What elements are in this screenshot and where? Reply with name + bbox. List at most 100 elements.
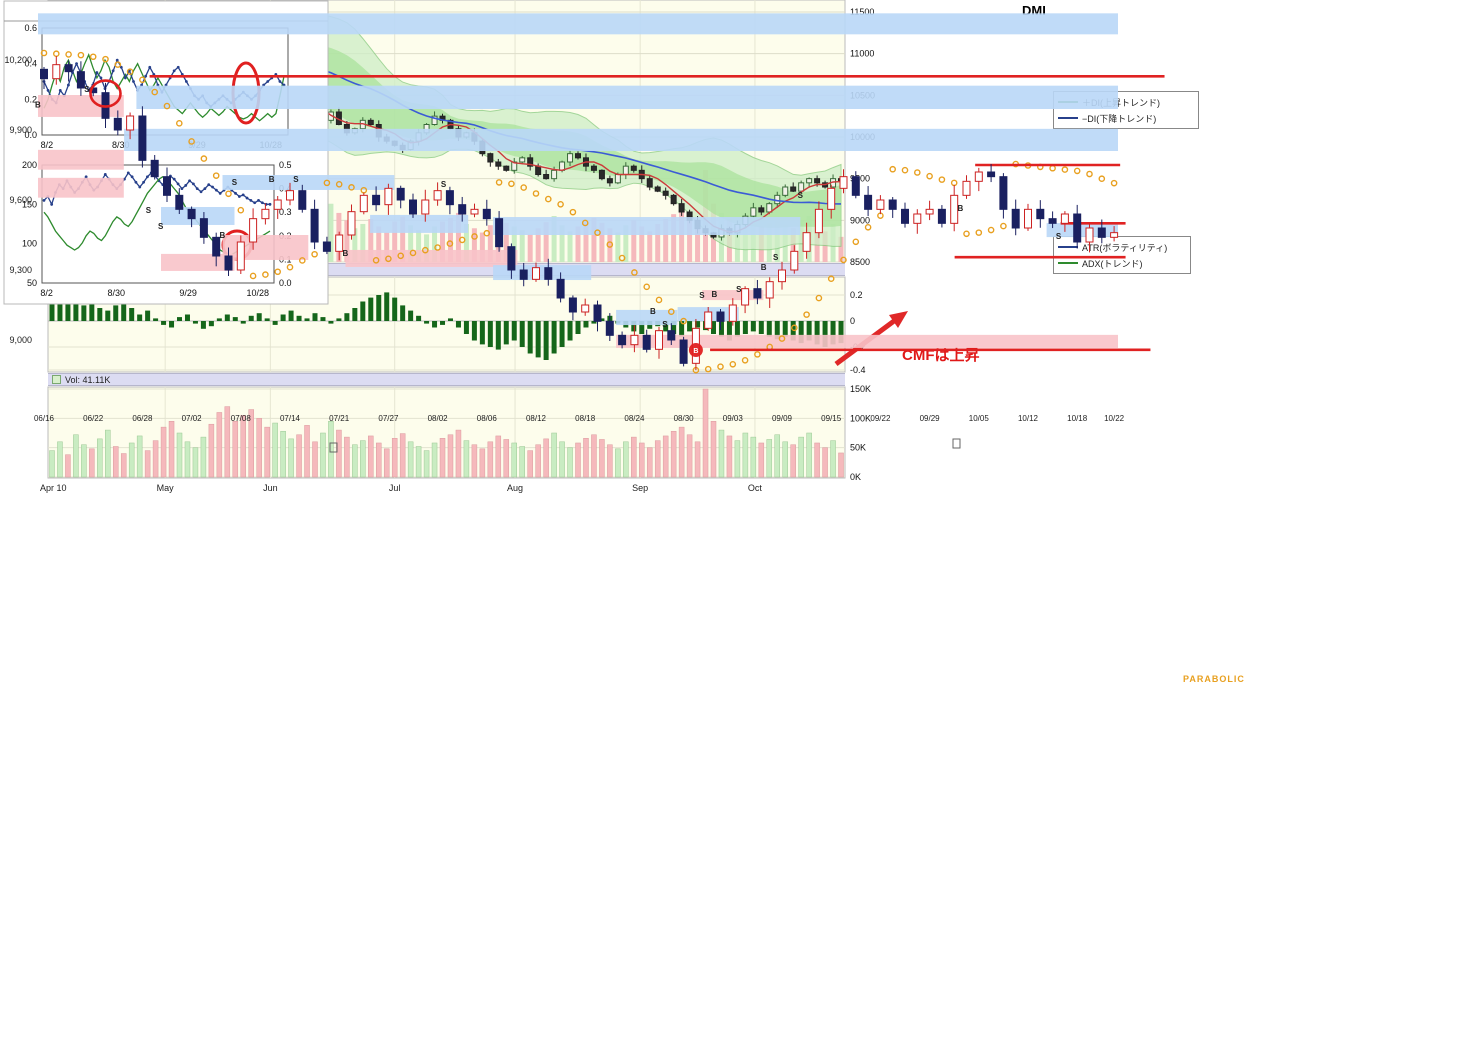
svg-text:9,000: 9,000 bbox=[9, 335, 32, 345]
svg-text:08/06: 08/06 bbox=[477, 414, 498, 423]
svg-text:Apr 10: Apr 10 bbox=[40, 483, 67, 493]
svg-text:09/22: 09/22 bbox=[870, 414, 891, 423]
svg-text:06/22: 06/22 bbox=[83, 414, 104, 423]
svg-text:S: S bbox=[662, 320, 668, 329]
svg-text:0.6: 0.6 bbox=[24, 23, 37, 33]
svg-text:200: 200 bbox=[22, 160, 37, 170]
svg-text:B: B bbox=[958, 204, 964, 213]
atr-adx-legend: ATR(ボラティリティ) ADX(トレンド) bbox=[1053, 236, 1191, 274]
svg-text:0K: 0K bbox=[850, 472, 861, 482]
svg-text:B: B bbox=[220, 231, 226, 240]
svg-text:S: S bbox=[699, 291, 705, 300]
adx-line-icon bbox=[1058, 262, 1078, 264]
svg-text:9,300: 9,300 bbox=[9, 265, 32, 275]
svg-text:S: S bbox=[84, 85, 90, 94]
svg-text:06/28: 06/28 bbox=[132, 414, 153, 423]
svg-text:S: S bbox=[293, 175, 299, 184]
svg-text:8500: 8500 bbox=[850, 257, 870, 267]
svg-text:8/2: 8/2 bbox=[41, 140, 54, 150]
atr-label: ATR(ボラティリティ) bbox=[1082, 242, 1168, 253]
svg-text:09/15: 09/15 bbox=[821, 414, 842, 423]
svg-text:8/30: 8/30 bbox=[107, 288, 125, 298]
svg-text:B: B bbox=[343, 249, 349, 258]
volume-panel-label: Vol: 41.11K bbox=[65, 374, 111, 385]
svg-text:10/12: 10/12 bbox=[1018, 414, 1039, 423]
svg-text:10,200: 10,200 bbox=[4, 55, 32, 65]
svg-text:S: S bbox=[158, 222, 164, 231]
svg-text:9500: 9500 bbox=[850, 174, 870, 184]
svg-text:S: S bbox=[1056, 232, 1062, 241]
svg-text:9/29: 9/29 bbox=[179, 288, 197, 298]
svg-text:10/28: 10/28 bbox=[246, 288, 269, 298]
svg-text:100: 100 bbox=[22, 239, 37, 249]
svg-text:0.2: 0.2 bbox=[850, 290, 863, 300]
svg-text:07/21: 07/21 bbox=[329, 414, 350, 423]
svg-text:S: S bbox=[146, 206, 152, 215]
svg-text:0.2: 0.2 bbox=[24, 94, 37, 104]
svg-text:50K: 50K bbox=[850, 443, 866, 453]
svg-text:B: B bbox=[712, 290, 718, 299]
svg-text:9,900: 9,900 bbox=[9, 125, 32, 135]
svg-text:8/2: 8/2 bbox=[40, 288, 53, 298]
atr-line-icon bbox=[1058, 246, 1078, 248]
svg-text:09/09: 09/09 bbox=[772, 414, 793, 423]
parabolic-label: PARABOLIC bbox=[1183, 674, 1245, 684]
volume-panel-header: Vol: 41.11K bbox=[48, 373, 845, 386]
svg-text:0.0: 0.0 bbox=[24, 130, 37, 140]
svg-text:07/02: 07/02 bbox=[182, 414, 203, 423]
svg-text:07/08: 07/08 bbox=[231, 414, 252, 423]
svg-text:08/30: 08/30 bbox=[674, 414, 695, 423]
svg-text:Jun: Jun bbox=[263, 483, 278, 493]
svg-text:S: S bbox=[232, 178, 238, 187]
svg-text:09/03: 09/03 bbox=[723, 414, 744, 423]
svg-text:150K: 150K bbox=[850, 384, 871, 394]
svg-text:10/22: 10/22 bbox=[1104, 414, 1125, 423]
plus-di-label: ＋DI(上昇トレンド) bbox=[1082, 97, 1160, 108]
legend-row-adx: ADX(トレンド) bbox=[1058, 255, 1186, 271]
minus-di-line-icon bbox=[1058, 117, 1078, 119]
svg-text:10/05: 10/05 bbox=[969, 414, 990, 423]
svg-text:0.5: 0.5 bbox=[279, 160, 292, 170]
svg-text:-0.4: -0.4 bbox=[850, 365, 866, 375]
svg-text:B: B bbox=[761, 263, 767, 272]
svg-text:09/29: 09/29 bbox=[920, 414, 941, 423]
svg-text:06/16: 06/16 bbox=[34, 414, 55, 423]
svg-text:9000: 9000 bbox=[850, 215, 870, 225]
cmf-annotation-text: CMFは上昇 bbox=[902, 347, 980, 364]
svg-text:B: B bbox=[650, 307, 656, 316]
svg-text:S: S bbox=[773, 253, 779, 262]
svg-text:11500: 11500 bbox=[850, 7, 874, 17]
volume-series-swatch-icon bbox=[52, 375, 61, 384]
svg-text:S: S bbox=[798, 191, 804, 200]
svg-text:08/24: 08/24 bbox=[624, 414, 645, 423]
svg-text:08/18: 08/18 bbox=[575, 414, 596, 423]
svg-text:07/14: 07/14 bbox=[280, 414, 301, 423]
svg-text:11000: 11000 bbox=[850, 49, 874, 59]
svg-text:08/02: 08/02 bbox=[428, 414, 449, 423]
legend-row-minus-di: −DI(下降トレンド) bbox=[1058, 110, 1194, 126]
svg-text:S: S bbox=[441, 180, 447, 189]
adx-label: ADX(トレンド) bbox=[1082, 258, 1143, 269]
svg-text:0.0: 0.0 bbox=[279, 278, 292, 288]
svg-text:Sep: Sep bbox=[632, 483, 648, 493]
svg-text:S: S bbox=[736, 285, 742, 294]
svg-text:150: 150 bbox=[22, 199, 37, 209]
svg-text:0.4: 0.4 bbox=[24, 59, 37, 69]
svg-text:Aug: Aug bbox=[507, 483, 523, 493]
minus-di-label: −DI(下降トレンド) bbox=[1082, 113, 1157, 124]
svg-text:Jul: Jul bbox=[389, 483, 401, 493]
svg-text:B: B bbox=[35, 100, 41, 109]
svg-text:May: May bbox=[157, 483, 175, 493]
svg-text:0: 0 bbox=[850, 316, 855, 326]
svg-text:50: 50 bbox=[27, 278, 37, 288]
svg-text:100K: 100K bbox=[850, 413, 871, 423]
svg-text:Oct: Oct bbox=[748, 483, 763, 493]
svg-text:B: B bbox=[693, 348, 698, 355]
svg-text:9,600: 9,600 bbox=[9, 195, 32, 205]
svg-text:0.3: 0.3 bbox=[279, 207, 292, 217]
svg-text:08/12: 08/12 bbox=[526, 414, 547, 423]
svg-text:B: B bbox=[269, 175, 275, 184]
svg-text:8/30: 8/30 bbox=[112, 140, 130, 150]
